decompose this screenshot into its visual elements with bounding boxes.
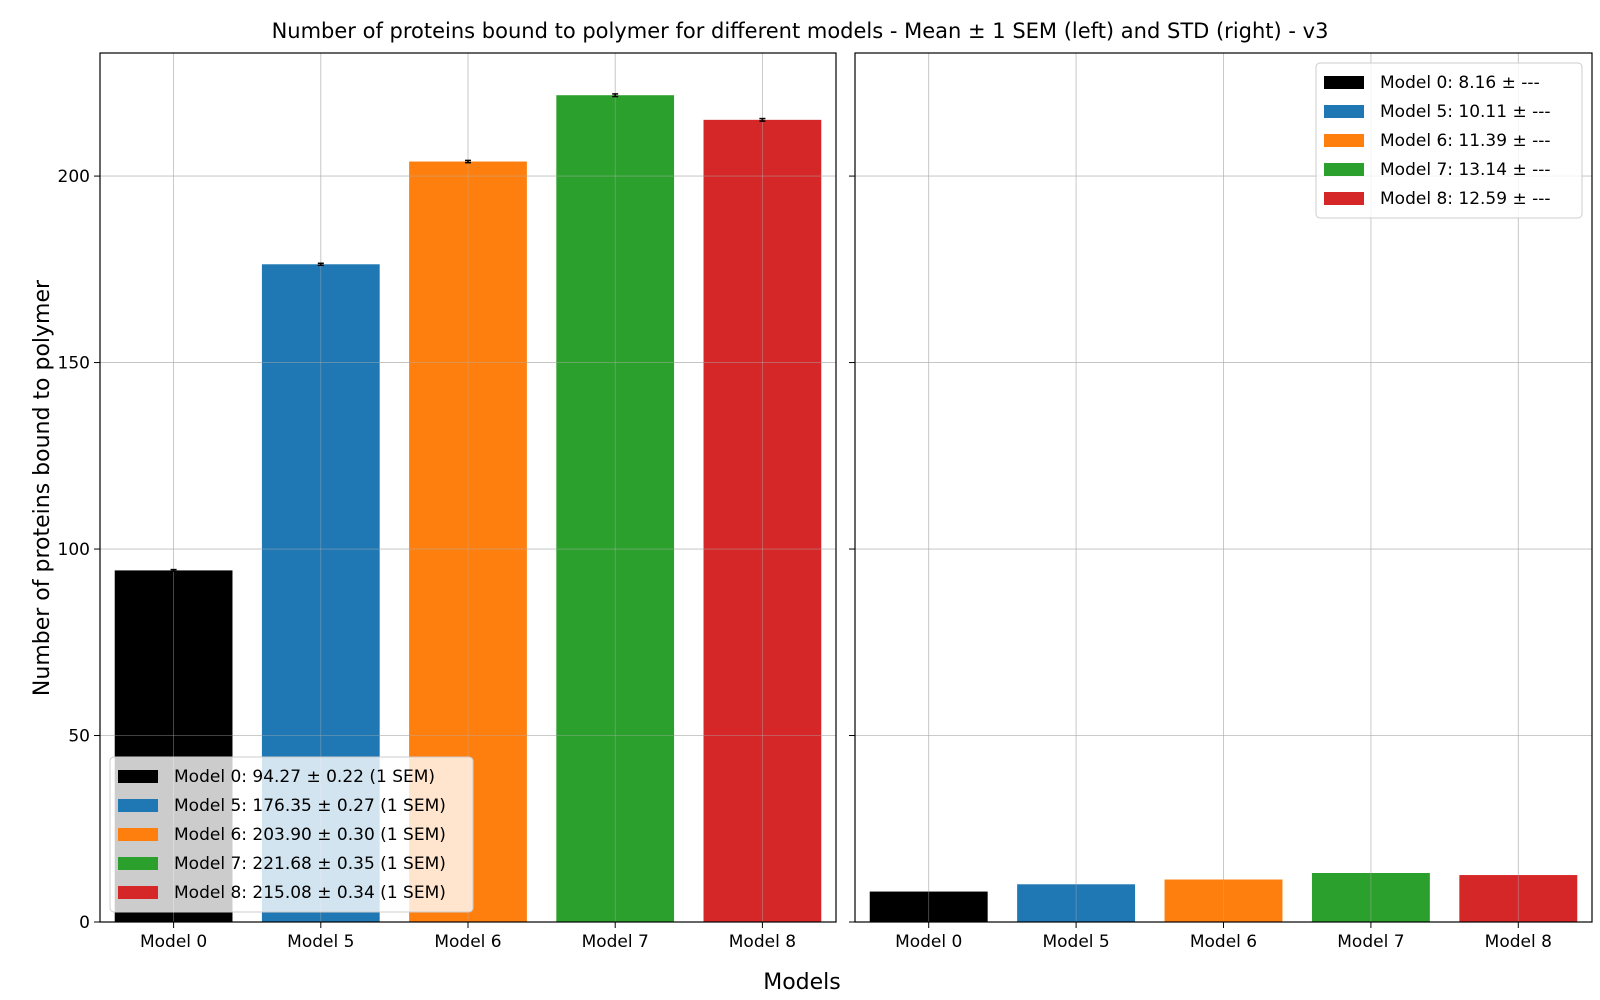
legend-swatch <box>118 828 158 841</box>
y-axis-label: Number of proteins bound to polymer <box>30 279 55 696</box>
legend-entry: Model 8: 12.59 ± --- <box>1380 189 1551 209</box>
legend-swatch <box>1324 134 1364 147</box>
legend-swatch <box>1324 76 1364 89</box>
x-tick-label: Model 0 <box>895 932 962 952</box>
legend: Model 0: 8.16 ± --- Model 5: 10.11 ± --- M… <box>1315 62 1583 219</box>
x-tick-label: Model 8 <box>729 932 796 952</box>
error-bar <box>317 262 324 267</box>
x-tick-label: Model 5 <box>287 932 354 952</box>
error-bar <box>612 93 619 98</box>
y-tick-label: 50 <box>68 727 90 747</box>
x-tick-label: Model 0 <box>140 932 207 952</box>
legend-swatch <box>118 770 158 783</box>
legend-box <box>1315 62 1583 219</box>
legend-entry: Model 7: 221.68 ± 0.35 (1 SEM) <box>174 854 446 874</box>
x-tick-label: Model 6 <box>434 932 501 952</box>
error-bar <box>759 117 766 122</box>
legend-swatch <box>1324 105 1364 118</box>
legend-entry: Model 0: 8.16 ± --- <box>1380 73 1540 93</box>
chart-title: Number of proteins bound to polymer for … <box>272 19 1329 43</box>
y-tick-label: 150 <box>58 354 90 374</box>
legend-swatch <box>118 886 158 899</box>
legend-box <box>109 756 474 913</box>
error-bar <box>170 568 177 572</box>
legend-swatch <box>118 857 158 870</box>
y-tick-label: 0 <box>79 913 90 933</box>
legend-entry: Model 8: 215.08 ± 0.34 (1 SEM) <box>174 883 446 903</box>
x-axis-label: Models <box>763 970 841 995</box>
x-tick-label: Model 8 <box>1485 932 1552 952</box>
legend-entry: Model 7: 13.14 ± --- <box>1380 160 1551 180</box>
x-tick-label: Model 5 <box>1042 932 1109 952</box>
y-tick-label: 200 <box>58 167 90 187</box>
legend-entry: Model 6: 11.39 ± --- <box>1380 131 1551 151</box>
legend-swatch <box>1324 192 1364 205</box>
legend-swatch <box>118 799 158 812</box>
legend-swatch <box>1324 163 1364 176</box>
y-tick-label: 100 <box>58 540 90 560</box>
panel-std: Model 0 Model 5 Model 6 Model 7 Model 8 Model… <box>849 52 1593 952</box>
legend: Model 0: 94.27 ± 0.22 (1 SEM) Model 5: 17… <box>109 756 474 913</box>
x-tick-label: Model 6 <box>1190 932 1257 952</box>
legend-entry: Model 5: 10.11 ± --- <box>1380 102 1551 122</box>
legend-entry: Model 0: 94.27 ± 0.22 (1 SEM) <box>174 767 435 787</box>
x-tick-label: Model 7 <box>582 932 649 952</box>
x-tick-label: Model 7 <box>1337 932 1404 952</box>
error-bar <box>465 159 471 164</box>
legend-entry: Model 5: 176.35 ± 0.27 (1 SEM) <box>174 796 446 816</box>
panel-mean-sem: Model 0 Model 5 Model 6 Model 7 Model 8 0 50 10… <box>58 52 837 952</box>
legend-entry: Model 6: 203.90 ± 0.30 (1 SEM) <box>174 825 446 845</box>
